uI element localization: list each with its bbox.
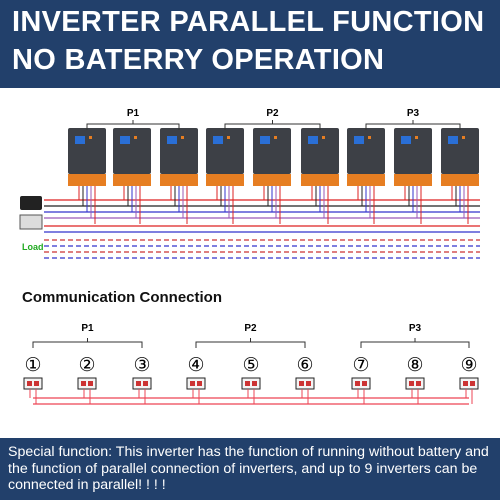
inverter-screen — [167, 136, 177, 144]
node-number: ⑧ — [406, 355, 423, 376]
node-number: ⑨ — [460, 355, 477, 376]
port-hole — [190, 381, 195, 386]
inverter-base — [394, 174, 432, 186]
port-hole — [81, 381, 86, 386]
inverter-body — [347, 128, 385, 174]
bracket — [195, 338, 306, 348]
inverter-body — [394, 128, 432, 174]
inverter-screen — [448, 136, 458, 144]
inverter-screen — [213, 136, 223, 144]
port-hole — [409, 381, 414, 386]
inverter-base — [206, 174, 244, 186]
title-line: NO BATERRY OPERATION — [12, 44, 385, 76]
inverter-button — [322, 136, 325, 139]
inverter-body — [160, 128, 198, 174]
group-label: P3 — [409, 323, 422, 334]
header: INVERTER PARALLEL FUNCTION NO BATERRY OP… — [0, 0, 500, 88]
comm-port — [459, 377, 479, 390]
group-label: P1 — [127, 108, 140, 119]
comm-port — [77, 377, 97, 390]
comm-port — [186, 377, 206, 390]
group-label: P3 — [407, 108, 420, 119]
comm-port — [23, 377, 43, 390]
inverter-base — [253, 174, 291, 186]
section-title: Communication Connection — [22, 289, 222, 306]
bracket — [365, 120, 461, 130]
group-label: P2 — [266, 108, 279, 119]
port-hole — [136, 381, 141, 386]
inverter-body — [301, 128, 339, 174]
bracket — [32, 338, 143, 348]
diagram: Load P1 P2 P3 Communication Connection P1 P2 P3… — [19, 108, 480, 405]
comm-port — [295, 377, 315, 390]
node-number: ⑤ — [242, 355, 259, 376]
port-hole — [355, 381, 360, 386]
inverter-base — [160, 174, 198, 186]
inverter-button — [227, 136, 230, 139]
title-line: INVERTER PARALLEL FUNCTION — [12, 6, 485, 38]
inverter-button — [134, 136, 137, 139]
port-hole — [143, 381, 148, 386]
inverter-body — [253, 128, 291, 174]
inverter-screen — [260, 136, 270, 144]
comm-port — [405, 377, 425, 390]
inverter-button — [181, 136, 184, 139]
comm-port — [132, 377, 152, 390]
port-hole — [245, 381, 250, 386]
inverter-screen — [120, 136, 130, 144]
port-hole — [252, 381, 257, 386]
inverter-body — [441, 128, 479, 174]
port-hole — [416, 381, 421, 386]
comm-port — [351, 377, 371, 390]
bracket — [360, 338, 470, 348]
inverter-base — [347, 174, 385, 186]
footer-text: Special function: This inverter has the … — [8, 444, 489, 493]
inverter-screen — [354, 136, 364, 144]
breaker-panel — [20, 196, 42, 210]
inverter-base — [441, 174, 479, 186]
inverter-screen — [308, 136, 318, 144]
bracket — [86, 120, 180, 130]
inverter-button — [415, 136, 418, 139]
node-number: ⑥ — [296, 355, 313, 376]
node-number: ① — [24, 355, 41, 376]
group-label: P1 — [81, 323, 94, 334]
node-number: ② — [78, 355, 95, 376]
inverter-body — [113, 128, 151, 174]
inverter-button — [462, 136, 465, 139]
meter — [19, 214, 43, 230]
node-number: ⑦ — [352, 355, 369, 376]
port-hole — [27, 381, 32, 386]
port-hole — [362, 381, 367, 386]
group-label: P2 — [244, 323, 257, 334]
port-hole — [463, 381, 468, 386]
load-label: Load — [22, 242, 44, 252]
bracket — [224, 120, 321, 130]
inverter-button — [89, 136, 92, 139]
inverter-base — [68, 174, 106, 186]
inverter-screen — [75, 136, 85, 144]
node-number: ③ — [133, 355, 150, 376]
inverter-button — [274, 136, 277, 139]
port-hole — [470, 381, 475, 386]
inverter-body — [206, 128, 244, 174]
inverter-screen — [401, 136, 411, 144]
port-hole — [197, 381, 202, 386]
footer: Special function: This inverter has the … — [0, 438, 500, 500]
port-hole — [299, 381, 304, 386]
port-hole — [34, 381, 39, 386]
inverter-body — [68, 128, 106, 174]
port-hole — [306, 381, 311, 386]
node-number: ④ — [187, 355, 204, 376]
inverter-base — [113, 174, 151, 186]
inverter-base — [301, 174, 339, 186]
inverter-button — [368, 136, 371, 139]
port-hole — [88, 381, 93, 386]
comm-port — [241, 377, 261, 390]
